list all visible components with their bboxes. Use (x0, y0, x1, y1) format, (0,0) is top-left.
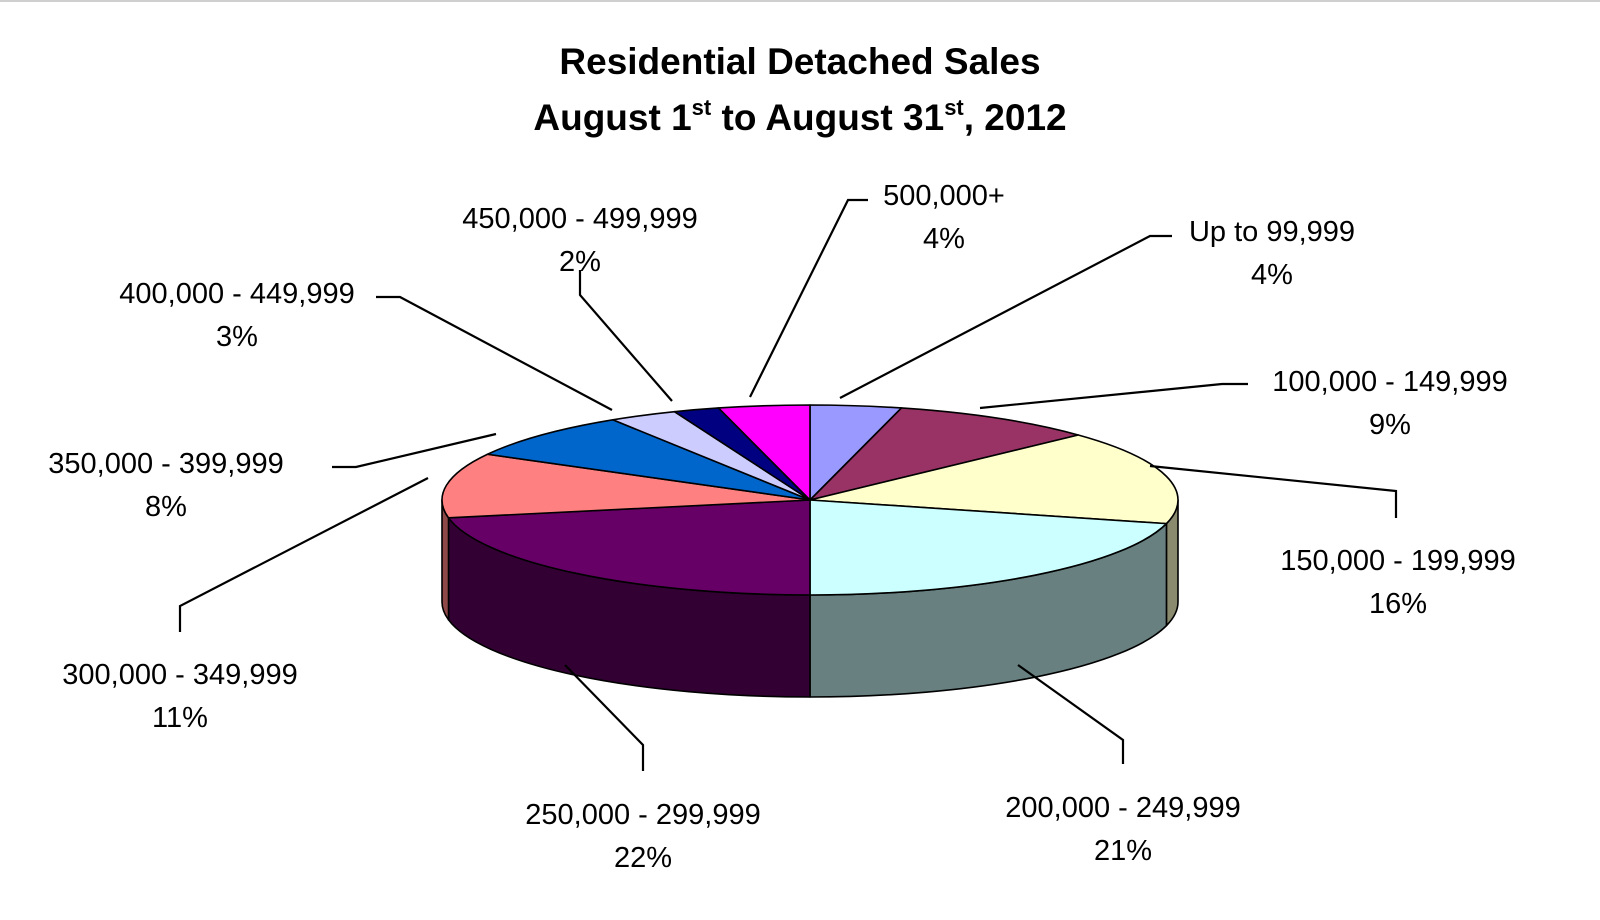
pie-top-faces (441, 404, 1179, 596)
data-labels: Up to 99,999 4% 100,000 - 149,999 9% 150,000… (48, 180, 1515, 874)
leader-line-8 (376, 295, 613, 411)
pie-slice-5 (447, 499, 811, 596)
slice-label-8: 400,000 - 449,999 (119, 278, 354, 310)
subtitle-to-text: to August 31 (711, 97, 945, 138)
leader-line-2 (979, 382, 1248, 410)
slice-percent-6: 11% (152, 702, 208, 734)
subtitle-sup-a: st (691, 95, 712, 120)
leader-lines (178, 198, 1398, 771)
slice-label-9: 450,000 - 499,999 (462, 203, 697, 235)
chart-subtitle: August 1st to August 31st, 2012 (0, 95, 1600, 138)
slice-percent-10: 4% (923, 223, 965, 255)
leader-line-5 (564, 664, 645, 771)
leader-line-4 (1017, 664, 1125, 764)
slice-label-5: 250,000 - 299,999 (525, 799, 760, 831)
pie-slice-2 (809, 407, 1080, 501)
slice-label-1: Up to 99,999 (1189, 216, 1355, 248)
pie-slice-4 (809, 499, 1168, 596)
slice-percent-9: 2% (559, 246, 601, 278)
slice-percent-3: 16% (1369, 588, 1427, 620)
slice-label-4: 200,000 - 249,999 (1005, 792, 1240, 824)
slice-label-3: 150,000 - 199,999 (1280, 545, 1515, 577)
leader-line-9 (578, 270, 673, 402)
subtitle-sup-b: st (944, 95, 964, 120)
leader-line-7 (332, 432, 497, 469)
slice-percent-1: 4% (1251, 259, 1293, 291)
slice-percent-5: 22% (614, 842, 672, 874)
leader-line-10 (749, 198, 868, 398)
chart-title: Residential Detached Sales (559, 41, 1041, 82)
slice-label-10: 500,000+ (883, 180, 1005, 212)
pie-slice-7 (486, 418, 811, 501)
slice-percent-4: 21% (1094, 835, 1152, 867)
slice-percent-2: 9% (1369, 409, 1411, 441)
pie-side-6 (441, 499, 450, 621)
slice-label-2: 100,000 - 149,999 (1272, 366, 1507, 398)
slice-percent-8: 3% (216, 321, 258, 353)
leader-line-3 (1149, 464, 1398, 518)
slice-label-7: 350,000 - 399,999 (48, 448, 283, 480)
top-border (0, 0, 1600, 2)
pie-slice-3 (809, 434, 1179, 525)
leader-line-1 (839, 234, 1172, 399)
pie-slice-10 (717, 404, 811, 501)
subtitle-month-a: August 1 (533, 97, 692, 138)
pie-slice-6 (441, 453, 811, 519)
slice-label-6: 300,000 - 349,999 (62, 659, 297, 691)
slice-percent-7: 8% (145, 491, 187, 523)
subtitle-year: , 2012 (963, 97, 1067, 138)
leader-line-6 (178, 477, 429, 632)
